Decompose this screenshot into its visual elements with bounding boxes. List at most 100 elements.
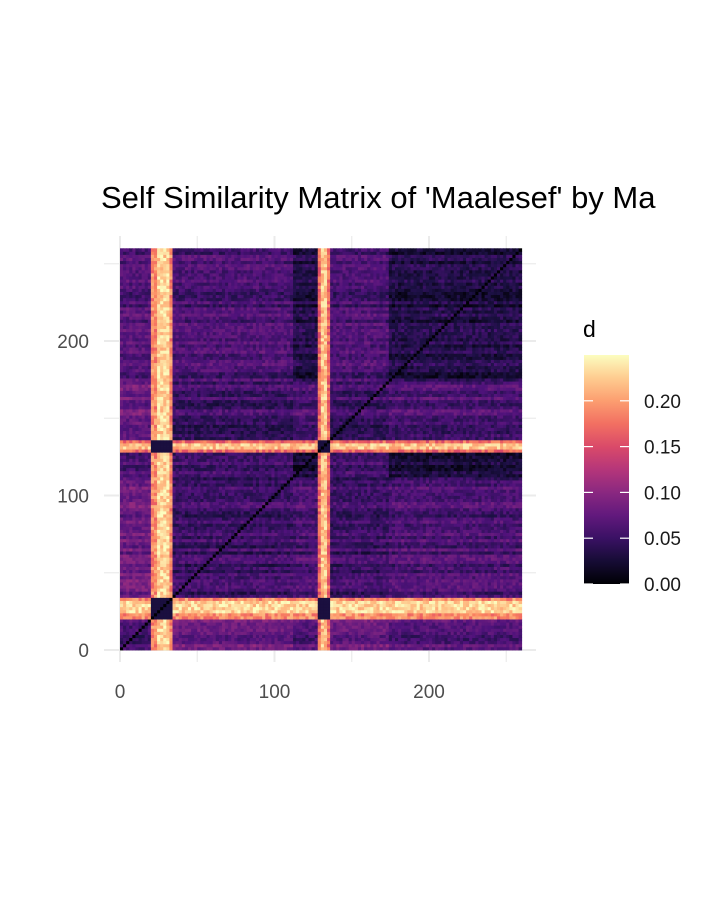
- heatmap-cell: [178, 566, 183, 571]
- heatmap-cell: [231, 276, 235, 280]
- heatmap-cell: [178, 510, 183, 515]
- heatmap-cell: [132, 415, 136, 419]
- heatmap-cell: [194, 606, 198, 611]
- heatmap-cell: [225, 495, 229, 499]
- heatmap-cell: [218, 634, 223, 639]
- heatmap-cell: [153, 634, 158, 639]
- heatmap-cell: [203, 498, 207, 503]
- heatmap-cell: [234, 331, 238, 336]
- heatmap-cell: [218, 316, 223, 320]
- heatmap-cell: [228, 421, 232, 425]
- heatmap-cell: [132, 393, 136, 398]
- heatmap-cell: [200, 489, 204, 493]
- heatmap-cell: [153, 418, 158, 422]
- heatmap-cell: [153, 578, 158, 583]
- heatmap-cell: [234, 473, 238, 478]
- heatmap-cell: [147, 347, 152, 351]
- heatmap-cell: [203, 476, 207, 481]
- heatmap-cell: [234, 412, 238, 416]
- heatmap-cell: [126, 597, 130, 601]
- heatmap-cell: [197, 285, 201, 289]
- heatmap-cell: [120, 263, 124, 268]
- heatmap-cell: [129, 427, 133, 432]
- heatmap-cell: [123, 251, 127, 255]
- heatmap-cell: [120, 446, 124, 450]
- heatmap-cell: [132, 501, 136, 506]
- heatmap-cell: [209, 368, 214, 373]
- heatmap-cell: [197, 282, 201, 286]
- heatmap-cell: [215, 328, 220, 333]
- heatmap-cell: [209, 498, 214, 503]
- heatmap-cell: [144, 520, 149, 524]
- heatmap-cell: [123, 257, 127, 262]
- heatmap-cell: [126, 600, 130, 605]
- heatmap-cell: [144, 257, 149, 262]
- heatmap-cell: [132, 384, 136, 388]
- heatmap-cell: [212, 359, 217, 364]
- heatmap-cell: [175, 390, 180, 394]
- heatmap-cell: [206, 402, 211, 407]
- heatmap-cell: [157, 643, 161, 648]
- heatmap-cell: [138, 520, 143, 524]
- heatmap-cell: [132, 325, 136, 330]
- heatmap-cell: [163, 285, 167, 289]
- heatmap-cell: [138, 433, 143, 438]
- heatmap-cell: [231, 517, 235, 521]
- heatmap-cell: [147, 554, 152, 558]
- heatmap-cell: [218, 421, 223, 425]
- heatmap-cell: [181, 591, 186, 595]
- heatmap-cell: [181, 260, 186, 265]
- heatmap-cell: [206, 578, 211, 583]
- heatmap-cell: [228, 316, 232, 320]
- heatmap-cell: [231, 480, 235, 484]
- heatmap-cell: [166, 473, 170, 478]
- heatmap-cell: [160, 307, 164, 311]
- heatmap-cell: [200, 310, 204, 314]
- heatmap-cell: [175, 344, 180, 348]
- heatmap-cell: [157, 458, 161, 462]
- heatmap-cell: [194, 408, 198, 413]
- heatmap-cell: [160, 535, 164, 540]
- heatmap-cell: [172, 464, 177, 469]
- heatmap-cell: [126, 350, 130, 354]
- heatmap-cell: [187, 313, 192, 317]
- heatmap-cell: [157, 569, 161, 574]
- heatmap-cell: [153, 325, 158, 330]
- heatmap-cell: [200, 350, 204, 354]
- heatmap-cell: [172, 424, 177, 428]
- heatmap-cell: [160, 569, 164, 574]
- heatmap-cell: [178, 489, 183, 493]
- heatmap-cell: [129, 313, 133, 317]
- heatmap-cell: [191, 322, 195, 326]
- heatmap-cell: [221, 263, 226, 268]
- heatmap-cell: [169, 368, 173, 373]
- heatmap-cell: [129, 566, 133, 571]
- heatmap-cell: [194, 554, 198, 558]
- heatmap-cell: [206, 313, 211, 317]
- heatmap-cell: [200, 257, 204, 262]
- heatmap-cell: [197, 307, 201, 311]
- heatmap-cell: [166, 399, 170, 404]
- heatmap-cell: [172, 548, 177, 552]
- heatmap-cell: [138, 501, 143, 506]
- heatmap-cell: [141, 526, 146, 530]
- heatmap-cell: [231, 288, 235, 292]
- heatmap-cell: [157, 297, 161, 302]
- heatmap-cell: [132, 359, 136, 364]
- heatmap-cell: [200, 359, 204, 364]
- heatmap-cell: [203, 458, 207, 462]
- heatmap-cell: [218, 476, 223, 481]
- heatmap-cell: [206, 359, 211, 364]
- heatmap-cell: [218, 619, 223, 623]
- heatmap-cell: [200, 501, 204, 506]
- heatmap-cell: [123, 424, 127, 428]
- heatmap-cell: [228, 498, 232, 503]
- heatmap-cell: [120, 563, 124, 567]
- heatmap-cell: [194, 646, 198, 651]
- heatmap-cell: [160, 557, 164, 561]
- heatmap-cell: [160, 470, 164, 475]
- heatmap-cell: [169, 266, 173, 271]
- heatmap-cell: [200, 625, 204, 629]
- heatmap-cell: [187, 421, 192, 425]
